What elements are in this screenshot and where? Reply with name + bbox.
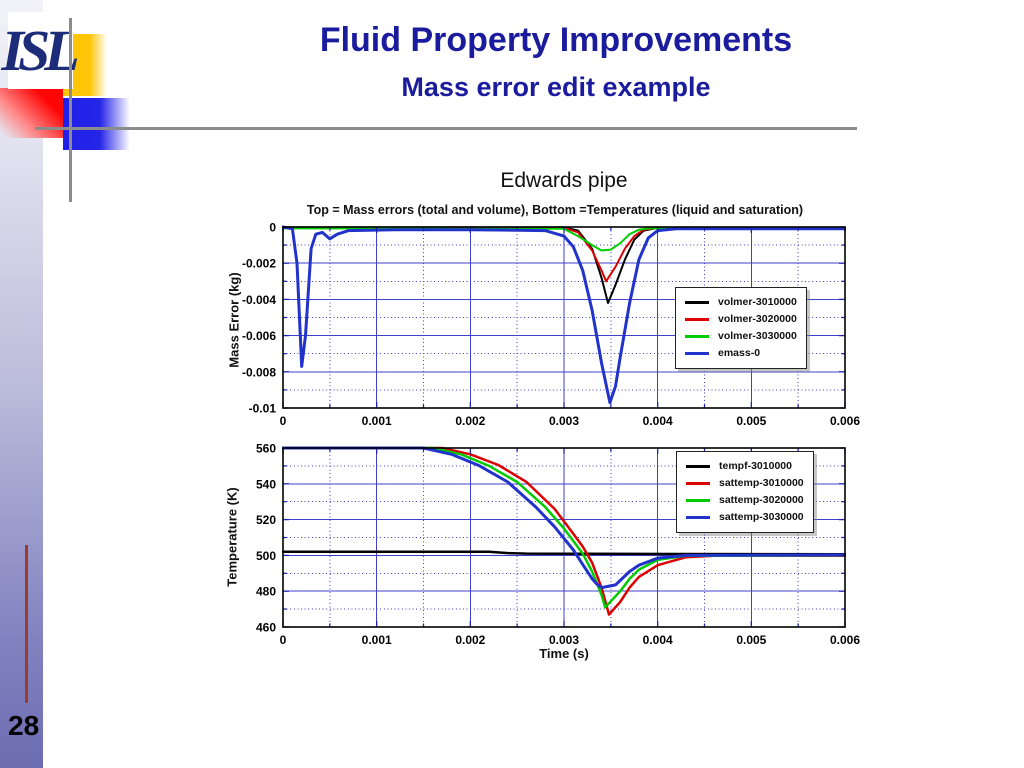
legend-item: tempf-3010000: [686, 460, 804, 473]
time-axis-label: Time (s): [539, 646, 589, 661]
logo-blue-block: [63, 98, 130, 150]
mass-error-legend: volmer-3010000 volmer-3020000 volmer-30300…: [675, 287, 807, 369]
series-volmer-3030000: [282, 227, 846, 252]
legend-item: volmer-3010000: [685, 296, 797, 309]
x-tick-label: 0.001: [362, 633, 392, 647]
legend-label: volmer-3030000: [718, 330, 797, 342]
legend-line-swatch: [685, 318, 709, 321]
logo-crosshair-line: [69, 18, 72, 202]
legend-label: sattemp-3020000: [719, 494, 804, 506]
x-tick-label: 0.003: [549, 633, 579, 647]
legend-item: sattemp-3030000: [686, 511, 804, 524]
x-tick-label: 0.006: [830, 633, 860, 647]
legend-label: sattemp-3030000: [719, 511, 804, 523]
y-tick-label: 480: [256, 585, 276, 599]
y-tick-label: 500: [256, 549, 276, 563]
temperature-legend: tempf-3010000 sattemp-3010000 sattemp-3020…: [676, 451, 814, 533]
legend-label: emass-0: [718, 347, 761, 359]
x-tick-label: 0.003: [549, 414, 579, 428]
x-tick-label: 0.006: [830, 414, 860, 428]
legend-label: tempf-3010000: [719, 460, 792, 472]
legend-line-swatch: [686, 516, 710, 519]
slide-subtitle: Mass error edit example: [401, 72, 711, 103]
series-sattemp-3010000: [282, 446, 846, 616]
legend-label: sattemp-3010000: [719, 477, 804, 489]
footer-red-line: [25, 545, 28, 703]
legend-line-swatch: [686, 465, 710, 468]
legend-line-swatch: [685, 301, 709, 304]
series-emass-0: [282, 225, 846, 405]
title-block: Fluid Property Improvements Mass error e…: [86, 21, 1024, 103]
y-tick-label: -0.004: [242, 293, 276, 307]
legend-line-swatch: [685, 352, 709, 355]
y-tick-label: -0.002: [242, 257, 276, 271]
x-tick-label: 0.002: [455, 633, 485, 647]
figure: Edwards pipe Top = Mass errors (total an…: [215, 165, 865, 680]
logo-red-block: [0, 88, 63, 138]
x-tick-label: 0.002: [455, 414, 485, 428]
x-tick-label: 0.001: [362, 414, 392, 428]
legend-line-swatch: [686, 482, 710, 485]
isl-logo-text: ISL: [1, 17, 79, 83]
chart-title: Edwards pipe: [500, 169, 628, 192]
isl-logo: ISL: [1, 12, 80, 89]
page-number: 28: [8, 710, 40, 741]
y-tick-label: 0: [269, 221, 276, 235]
legend-item: volmer-3030000: [685, 330, 797, 343]
x-tick-label: 0.004: [643, 633, 673, 647]
y-tick-label: -0.006: [242, 329, 276, 343]
y-tick-label: 560: [256, 442, 276, 456]
series-sattemp-3020000: [282, 446, 846, 609]
legend-item: volmer-3020000: [685, 313, 797, 326]
legend-item: sattemp-3010000: [686, 477, 804, 490]
legend-item: emass-0: [685, 347, 797, 360]
y-tick-label: 460: [256, 621, 276, 635]
legend-line-swatch: [685, 335, 709, 338]
x-tick-label: 0: [280, 414, 287, 428]
legend-line-swatch: [686, 499, 710, 502]
temperature-chart: 0 0.001 0.002 0.003 0.004 0.005 0.006 560 540 520…: [256, 442, 860, 647]
x-tick-label: 0.005: [736, 633, 766, 647]
header-rule-line: [35, 127, 857, 130]
x-tick-label: 0: [280, 633, 287, 647]
y-tick-label: 540: [256, 477, 276, 491]
legend-label: volmer-3010000: [718, 296, 797, 308]
y-tick-label: -0.008: [242, 365, 276, 379]
series-sattemp-3030000: [282, 446, 846, 590]
legend-item: sattemp-3020000: [686, 494, 804, 507]
y-tick-label: -0.01: [249, 402, 277, 416]
x-tick-label: 0.005: [736, 414, 766, 428]
legend-label: volmer-3020000: [718, 313, 797, 325]
x-tick-label: 0.004: [643, 414, 673, 428]
y-tick-label: 520: [256, 513, 276, 527]
slide-title: Fluid Property Improvements: [319, 21, 793, 59]
chart-subtitle: Top = Mass errors (total and volume), Bo…: [306, 203, 804, 217]
